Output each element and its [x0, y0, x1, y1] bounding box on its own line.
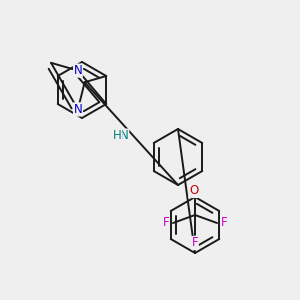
Text: O: O — [189, 184, 198, 197]
Text: F: F — [192, 236, 198, 250]
Text: N: N — [74, 103, 82, 116]
Text: N: N — [74, 64, 82, 77]
Text: F: F — [163, 217, 169, 230]
Text: F: F — [221, 217, 227, 230]
Text: N: N — [120, 129, 129, 142]
Text: H: H — [113, 129, 122, 142]
